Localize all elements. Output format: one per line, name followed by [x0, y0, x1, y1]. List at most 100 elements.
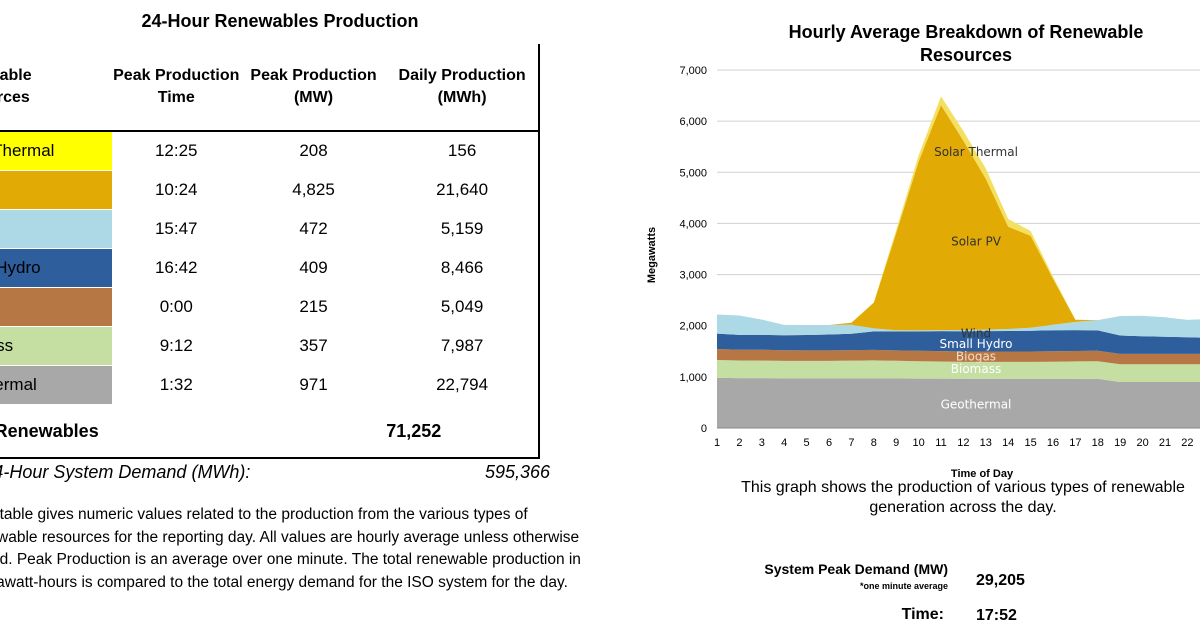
- x-tick-label: 6: [826, 437, 832, 449]
- daily-mwh-cell: 156: [386, 131, 540, 171]
- table-title: 24-Hour Renewables Production: [141, 11, 419, 31]
- peak-time-value: 17:52: [976, 607, 1017, 624]
- x-tick-label: 20: [1136, 437, 1148, 449]
- peak-demand-label: System Peak Demand (MW): [764, 561, 948, 577]
- header-peak-mw: Peak Production (MW): [240, 44, 387, 132]
- renewables-table: Renewable Resources Peak Production Time…: [0, 44, 540, 459]
- peak-mw-cell: 472: [240, 209, 387, 249]
- chart-panel: Hourly Average Breakdown of Renewable Re…: [600, 0, 1200, 630]
- series-label: Geothermal: [941, 397, 1012, 411]
- daily-mwh-cell: 5,049: [386, 287, 540, 327]
- renewables-table-panel: 24-Hour Renewables Production Renewable …: [0, 11, 581, 591]
- peak-time-cell: 16:42: [111, 248, 241, 288]
- peak-time-cell: 0:00: [111, 287, 241, 327]
- total-row: Total Renewables 71,252: [0, 404, 540, 459]
- series-label: Biomass: [951, 362, 1001, 376]
- daily-mwh-cell: 21,640: [386, 170, 540, 210]
- system-demand-label: Total 24-Hour System Demand (MWh):: [0, 462, 251, 482]
- x-tick-label: 1: [714, 437, 720, 449]
- system-demand-value: 595,366: [485, 462, 551, 482]
- header-daily-mwh: Daily Production (MWh): [386, 44, 540, 132]
- x-tick-label: 16: [1047, 437, 1059, 449]
- series-label: Solar Thermal: [934, 145, 1018, 159]
- header-resource: Renewable Resources: [0, 44, 112, 132]
- peak-mw-cell: 971: [240, 365, 387, 405]
- area-series-biomass: [717, 360, 1200, 382]
- header-peak-time: Peak Production Time: [111, 44, 241, 132]
- y-axis-title: Megawatts: [646, 227, 658, 283]
- y-tick-label: 2,000: [679, 321, 707, 333]
- chart-title: Hourly Average Breakdown of Renewable Re…: [788, 22, 1144, 65]
- series-label: Biogas: [956, 349, 996, 363]
- x-tick-label: 18: [1092, 437, 1104, 449]
- total-empty-1: [111, 404, 241, 459]
- peak-mw-cell: 215: [240, 287, 387, 327]
- resource-cell: Biomass: [0, 326, 112, 366]
- peak-time-cell: 9:12: [111, 326, 241, 366]
- x-tick-label: 21: [1159, 437, 1171, 449]
- area-series-solar-pv: [717, 105, 1200, 331]
- x-tick-label: 13: [980, 437, 992, 449]
- daily-mwh-cell: 7,987: [386, 326, 540, 366]
- x-tick-label: 7: [848, 437, 854, 449]
- series-label: Wind: [961, 326, 991, 340]
- y-tick-label: 1,000: [679, 372, 707, 384]
- x-tick-label: 9: [893, 437, 899, 449]
- x-tick-label: 22: [1181, 437, 1193, 449]
- daily-mwh-cell: 5,159: [386, 209, 540, 249]
- resource-cell: Biogas: [0, 287, 112, 327]
- series-label: Small Hydro: [940, 337, 1013, 351]
- x-tick-label: 5: [804, 437, 810, 449]
- total-label: Total Renewables: [0, 404, 112, 459]
- y-tick-label: 6,000: [679, 116, 707, 128]
- x-tick-label: 4: [781, 437, 787, 449]
- x-tick-label: 12: [957, 437, 969, 449]
- chart-caption: This graph shows the production of vario…: [741, 479, 1185, 516]
- x-axis-title: Time of Day: [951, 468, 1014, 480]
- x-tick-label: 15: [1024, 437, 1036, 449]
- table-note: This table gives numeric values related …: [0, 506, 581, 591]
- peak-mw-cell: 4,825: [240, 170, 387, 210]
- x-tick-label: 10: [912, 437, 924, 449]
- series-label: Solar PV: [951, 234, 1002, 248]
- peak-demand-note: *one minute average: [859, 581, 948, 591]
- x-tick-label: 11: [935, 437, 946, 449]
- y-tick-label: 3,000: [679, 270, 707, 282]
- total-value: 71,252: [386, 404, 540, 459]
- peak-mw-cell: 357: [240, 326, 387, 366]
- area-series-small-hydro: [717, 330, 1200, 354]
- area-series-geothermal: [717, 377, 1200, 428]
- y-tick-label: 5,000: [679, 167, 707, 179]
- resource-cell: Solar Thermal: [0, 131, 112, 171]
- x-tick-label: 3: [759, 437, 765, 449]
- total-empty-2: [240, 404, 387, 459]
- peak-demand-value: 29,205: [976, 572, 1025, 589]
- peak-mw-cell: 409: [240, 248, 387, 288]
- daily-mwh-cell: 8,466: [386, 248, 540, 288]
- x-tick-label: 14: [1002, 437, 1014, 449]
- resource-cell: Small Hydro: [0, 248, 112, 288]
- y-tick-label: 4,000: [679, 218, 707, 230]
- x-tick-label: 8: [871, 437, 877, 449]
- area-series-biogas: [717, 349, 1200, 365]
- peak-time-label: Time:: [901, 606, 944, 623]
- resource-cell: Wind: [0, 209, 112, 249]
- y-tick-label: 7,000: [679, 65, 707, 77]
- peak-mw-cell: 208: [240, 131, 387, 171]
- y-tick-label: 0: [701, 423, 707, 435]
- daily-mwh-cell: 22,794: [386, 365, 540, 405]
- peak-time-cell: 15:47: [111, 209, 241, 249]
- peak-time-cell: 10:24: [111, 170, 241, 210]
- resource-cell: Geothermal: [0, 365, 112, 405]
- x-tick-label: 19: [1114, 437, 1126, 449]
- x-tick-label: 2: [736, 437, 742, 449]
- peak-time-cell: 12:25: [111, 131, 241, 171]
